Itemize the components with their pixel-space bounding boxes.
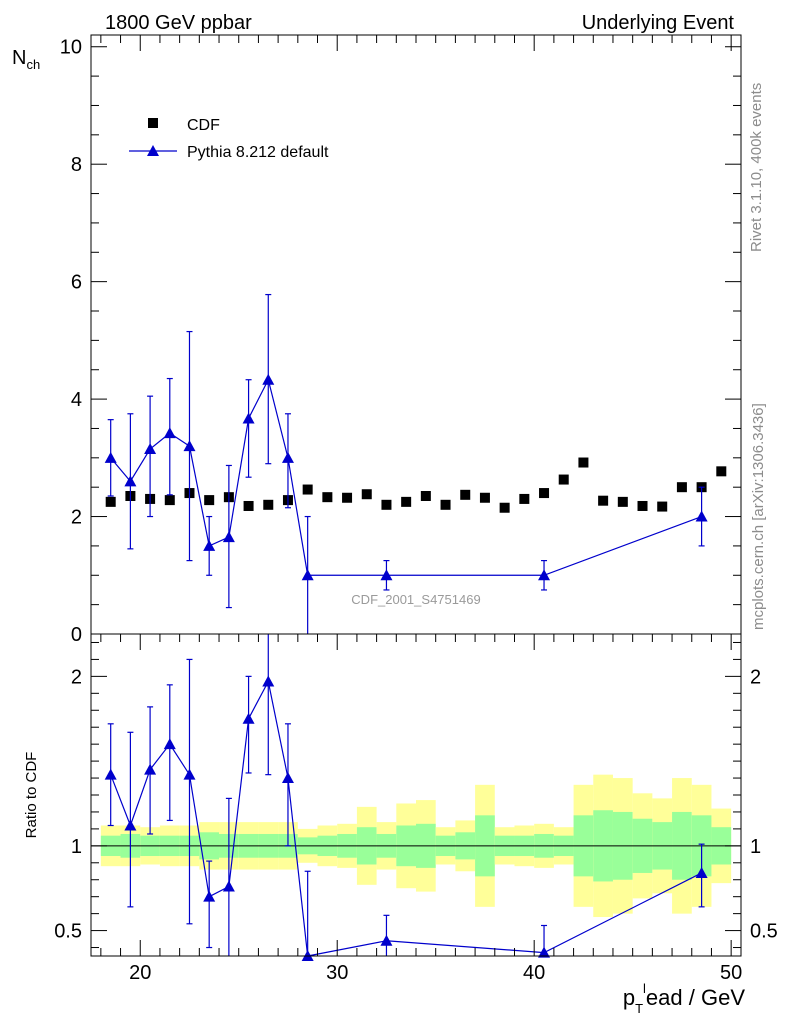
pythia-point (301, 569, 314, 581)
cdf-point (578, 457, 589, 468)
cdf-point (676, 482, 687, 493)
ratio-ylabel: Ratio to CDF (23, 752, 40, 839)
main-ylabel: Nch (12, 47, 40, 72)
pythia-point (144, 443, 157, 455)
pythia-point (262, 373, 275, 385)
cdf-point (440, 499, 451, 510)
ratio-pythia-point (222, 880, 235, 892)
ratio-plot-marks (104, 634, 708, 961)
ratio-y-tick-label: 0.5 (54, 921, 82, 943)
cdf-point (460, 489, 471, 500)
ratio-y-tick-label: 1 (71, 836, 82, 858)
cdf-point (263, 499, 274, 510)
main-y-tick-label: 4 (71, 389, 82, 411)
main-plot-marks (104, 293, 727, 634)
mcplots-label: mcplots.cern.ch [arXiv:1306.3436] (750, 403, 767, 630)
ratio-pythia-point (695, 866, 708, 878)
x-tick-label: 30 (326, 962, 348, 984)
ratio-y-tick-label-right: 2 (750, 666, 761, 688)
cdf-point (302, 484, 313, 495)
pythia-point (183, 440, 196, 452)
pythia-point (695, 510, 708, 522)
legend-pythia-label: Pythia 8.212 default (187, 144, 329, 161)
cdf-point (558, 474, 569, 485)
cdf-point (204, 495, 215, 506)
cdf-point (420, 490, 431, 501)
pythia-point (380, 569, 393, 581)
cdf-point (637, 500, 648, 511)
ratio-pythia-line (110, 679, 702, 957)
cdf-point (243, 500, 254, 511)
cdf-point (617, 496, 628, 507)
ratio-pythia-point (242, 712, 255, 724)
cdf-point (716, 466, 727, 477)
main-y-tick-label: 10 (60, 37, 82, 59)
ratio-pythia-point (124, 819, 137, 831)
legend-pythia-marker (147, 145, 159, 156)
legend-cdf-label: CDF (187, 117, 220, 134)
pythia-point (104, 451, 117, 463)
x-tick-label: 50 (720, 962, 742, 984)
header-right: Underlying Event (582, 12, 735, 34)
ratio-pythia-point (203, 890, 216, 902)
x-tick-label: 20 (129, 962, 151, 984)
pythia-line (110, 378, 702, 576)
ratio-pythia-point (262, 675, 275, 687)
rivet-label: Rivet 3.1.10, 400k events (748, 83, 765, 252)
cdf-point (361, 489, 372, 500)
pythia-point (222, 531, 235, 543)
ratio-pythia-point (380, 934, 393, 946)
cdf-point (539, 488, 550, 499)
ratio-y-tick-label-right: 1 (750, 836, 761, 858)
main-y-tick-label: 6 (71, 272, 82, 294)
ratio-uncertainty-bands (91, 774, 741, 918)
pythia-point (242, 412, 255, 424)
main-y-tick-label: 2 (71, 507, 82, 529)
legend: CDF Pythia 8.212 default (129, 117, 329, 161)
axis-ticks: 20 30 40 50 0 2 4 6 8 10 0.5 0.5 1 1 2 2 (54, 35, 778, 984)
cdf-point (381, 499, 392, 510)
pythia-point (538, 569, 551, 581)
main-y-tick-label: 8 (71, 154, 82, 176)
legend-cdf-marker (148, 118, 158, 128)
cdf-point (401, 496, 412, 507)
analysis-watermark: CDF_2001_S4751469 (351, 592, 480, 607)
cdf-point (342, 492, 353, 503)
cdf-point (164, 495, 175, 506)
ratio-pythia-point (183, 768, 196, 780)
cdf-point (479, 492, 490, 503)
pythia-point (281, 451, 294, 463)
x-axis-label: pTlead / GeV (623, 981, 745, 1016)
ratio-pythia-point (281, 772, 294, 784)
cdf-point (519, 493, 530, 504)
x-tick-label: 40 (523, 962, 545, 984)
cdf-point (499, 502, 510, 513)
ratio-y-tick-label: 2 (71, 666, 82, 688)
pythia-point (203, 539, 216, 551)
cdf-point (105, 496, 116, 507)
cdf-point (322, 492, 333, 503)
ratio-y-tick-label-right: 0.5 (750, 921, 778, 943)
ratio-pythia-point (163, 738, 176, 750)
main-y-tick-label: 0 (71, 624, 82, 646)
header-left: 1800 GeV ppbar (105, 12, 252, 34)
pythia-point (124, 475, 137, 487)
pythia-point (163, 427, 176, 439)
cdf-point (598, 495, 609, 506)
ratio-pythia-point (144, 763, 157, 775)
cdf-point (657, 501, 668, 512)
ratio-pythia-point (538, 946, 551, 958)
ratio-pythia-point (104, 768, 117, 780)
